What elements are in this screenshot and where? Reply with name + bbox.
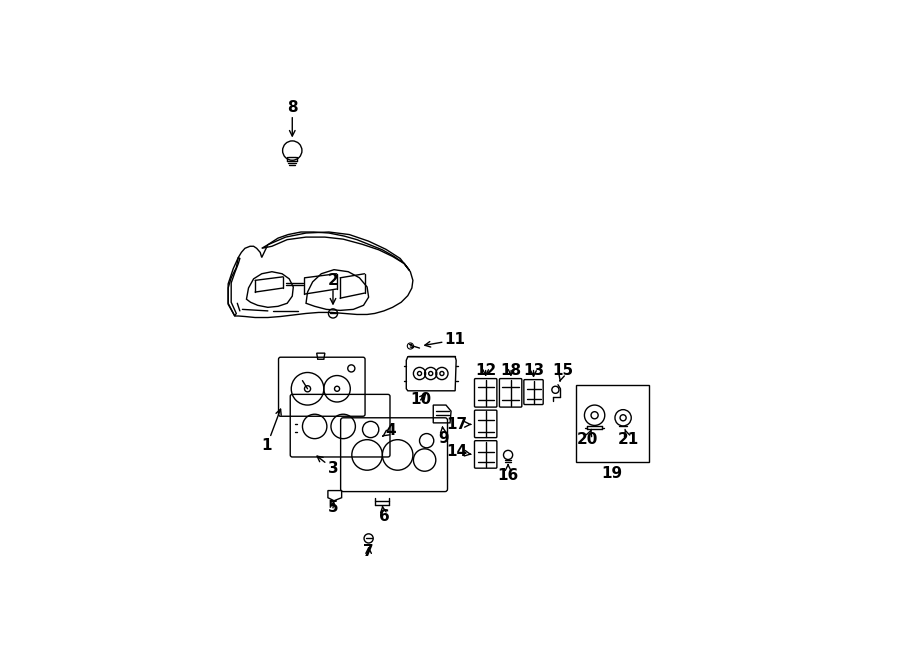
Text: 1: 1 [262, 409, 281, 453]
Text: 4: 4 [382, 423, 396, 438]
Text: 2: 2 [328, 273, 338, 304]
Text: 19: 19 [601, 466, 623, 481]
Text: 18: 18 [500, 363, 522, 378]
Text: 11: 11 [425, 332, 465, 348]
Text: 6: 6 [379, 506, 390, 524]
Text: 20: 20 [577, 430, 598, 447]
Text: 9: 9 [438, 427, 449, 446]
Bar [576, 385, 649, 462]
Text: 21: 21 [617, 430, 639, 447]
Text: 15: 15 [553, 363, 573, 381]
Text: 13: 13 [523, 363, 544, 378]
Text: 10: 10 [410, 393, 431, 407]
Text: 12: 12 [475, 363, 496, 378]
Text: 3: 3 [317, 456, 338, 476]
Text: 7: 7 [364, 544, 374, 559]
Text: 17: 17 [446, 417, 471, 432]
Text: 8: 8 [287, 100, 298, 136]
Text: 16: 16 [498, 465, 518, 483]
Text: 14: 14 [446, 444, 471, 459]
Text: 5: 5 [328, 500, 338, 516]
